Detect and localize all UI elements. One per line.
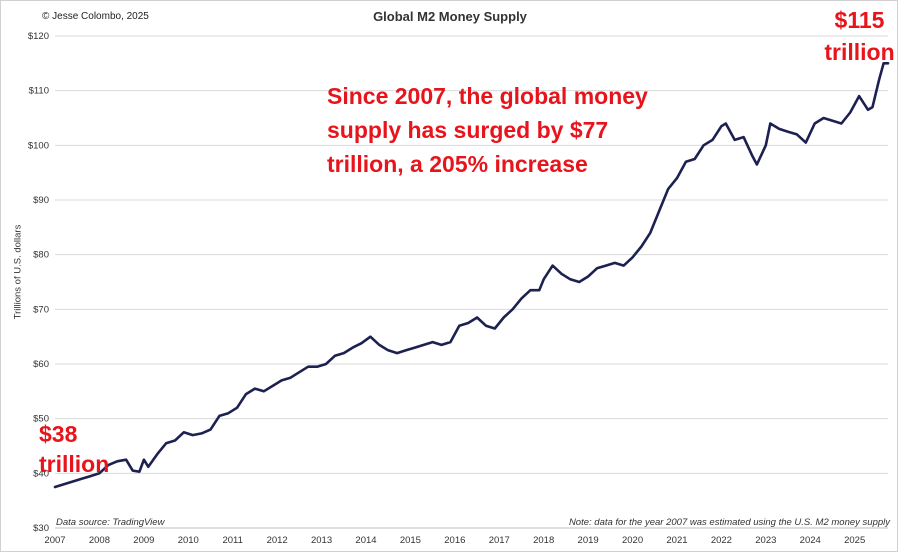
y-tick-label: $30 bbox=[33, 523, 49, 534]
x-tick-label: 2020 bbox=[622, 535, 643, 546]
x-tick-label: 2012 bbox=[267, 535, 288, 546]
x-tick-label: 2014 bbox=[355, 535, 376, 546]
grid-lines bbox=[55, 35, 888, 529]
y-axis-label: Trillions of U.S. dollars bbox=[12, 224, 24, 320]
annotation-start-value: $38 trillion bbox=[39, 421, 110, 477]
y-tick-label: $80 bbox=[33, 250, 49, 261]
series-line bbox=[53, 62, 890, 489]
x-tick-label: 2009 bbox=[133, 535, 154, 546]
x-tick-label: 2018 bbox=[533, 535, 554, 546]
y-axis-ticks: $30 $40 $50 $60 $70 $80 $90 $100 $110 $120 bbox=[28, 31, 49, 534]
y-tick-label: $100 bbox=[28, 140, 49, 151]
x-tick-label: 2021 bbox=[666, 535, 687, 546]
annotation-main: Since 2007, the global money supply has … bbox=[327, 83, 648, 177]
annotation-end-value: $115 trillion bbox=[824, 7, 895, 65]
x-tick-label: 2017 bbox=[489, 535, 510, 546]
y-tick-label: $120 bbox=[28, 31, 49, 42]
x-tick-label: 2011 bbox=[222, 535, 242, 546]
x-tick-label: 2016 bbox=[444, 535, 465, 546]
data-source-text: Data source: TradingView bbox=[56, 517, 165, 528]
y-tick-label: $50 bbox=[33, 414, 49, 425]
chart-title: Global M2 Money Supply bbox=[373, 9, 527, 24]
x-tick-label: 2007 bbox=[44, 535, 65, 546]
x-tick-label: 2008 bbox=[89, 535, 110, 546]
y-tick-label: $60 bbox=[33, 359, 49, 370]
copyright-text: © Jesse Colombo, 2025 bbox=[42, 11, 149, 22]
y-tick-label: $90 bbox=[33, 195, 49, 206]
x-axis-ticks: 2007 2008 2009 2010 2011 2012 2013 2014 2015 2016… bbox=[44, 535, 865, 546]
y-tick-label: $40 bbox=[33, 468, 49, 479]
x-tick-label: 2024 bbox=[800, 535, 821, 546]
x-tick-label: 2023 bbox=[755, 535, 776, 546]
x-tick-label: 2010 bbox=[178, 535, 199, 546]
footnote-text: Note: data for the year 2007 was estimat… bbox=[568, 517, 890, 528]
x-tick-label: 2013 bbox=[311, 535, 332, 546]
x-tick-label: 2015 bbox=[400, 535, 421, 546]
y-tick-label: $70 bbox=[33, 304, 49, 315]
x-tick-label: 2022 bbox=[711, 535, 732, 546]
y-tick-label: $110 bbox=[29, 86, 49, 97]
x-tick-label: 2019 bbox=[578, 535, 599, 546]
x-tick-label: 2025 bbox=[844, 535, 865, 546]
